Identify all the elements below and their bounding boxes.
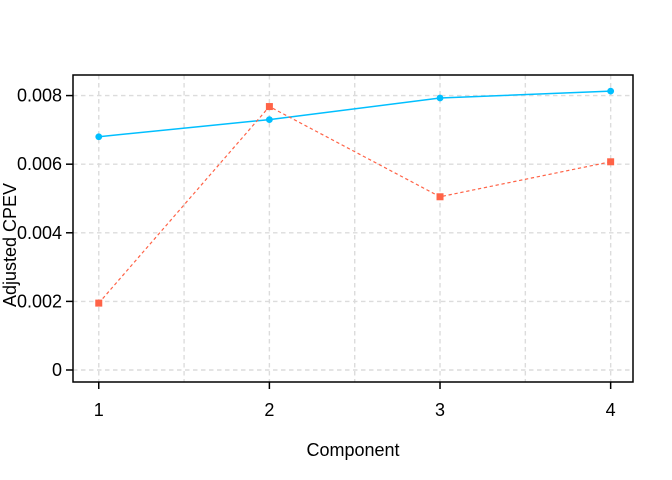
y-tick-label: 0.002	[17, 291, 62, 311]
data-point-square	[436, 193, 444, 201]
x-tick-label: 4	[606, 400, 616, 420]
y-tick-label: 0.006	[17, 154, 62, 174]
adjusted-cpev-line-1-path	[98, 90, 611, 138]
y-axis-title: Adjusted CPEV	[0, 183, 20, 307]
grid-layer	[73, 75, 633, 382]
series-layer	[95, 87, 615, 307]
data-point-circle	[265, 116, 273, 123]
y-tick-label: 0	[52, 360, 62, 380]
data-point-square	[607, 158, 615, 166]
plot-border	[72, 74, 634, 383]
adjusted-cpev-line-2-path	[98, 105, 611, 304]
data-point-square	[265, 103, 273, 111]
data-point-circle	[436, 94, 444, 102]
x-tick-label: 2	[264, 400, 274, 420]
x-tick-label: 3	[435, 400, 445, 420]
y-tick-label: 0.004	[17, 223, 62, 243]
tick-layer	[66, 94, 612, 389]
data-point-circle	[95, 133, 103, 141]
x-axis-title: Component	[306, 440, 399, 460]
data-point-circle	[607, 87, 615, 95]
y-tick-label: 0.008	[17, 86, 62, 106]
tick-label-layer: 1 2 3 4 0 0.002 0.004 0.006 0.008	[17, 86, 616, 420]
x-tick-label: 1	[94, 400, 104, 420]
data-point-square	[95, 299, 103, 307]
